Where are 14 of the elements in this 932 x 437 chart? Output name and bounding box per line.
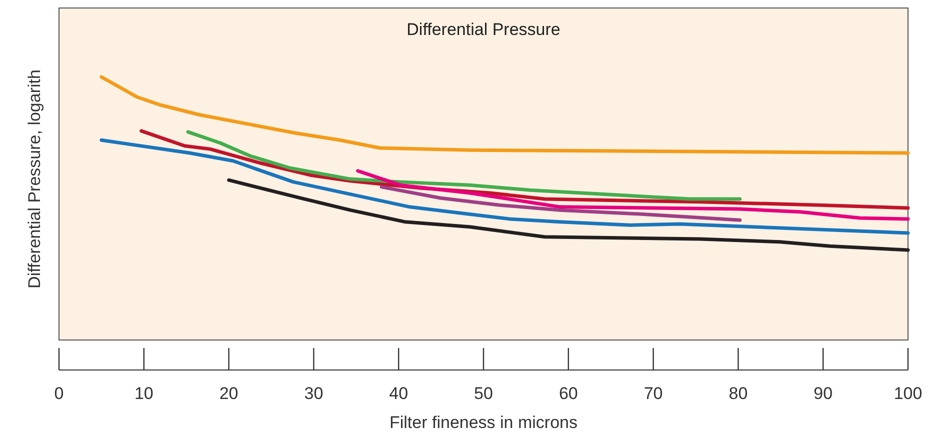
- chart-title: Differential Pressure: [406, 20, 560, 39]
- x-tick-label: 10: [134, 384, 154, 403]
- x-tick-label: 80: [728, 384, 748, 403]
- y-axis-title: Differential Pressure, logarith: [25, 70, 44, 288]
- x-tick-label: 70: [644, 384, 663, 403]
- x-tick-label: 0: [54, 384, 64, 403]
- x-tick-label: 60: [558, 384, 578, 403]
- x-tick-label: 20: [219, 384, 238, 403]
- x-tick-label: 30: [304, 384, 324, 403]
- x-tick-label: 90: [814, 384, 833, 403]
- x-tick-label: 100: [894, 384, 922, 403]
- x-axis-title: Filter fineness in microns: [389, 413, 578, 432]
- x-tick-label: 50: [474, 384, 493, 403]
- x-tick-label: 40: [389, 384, 408, 403]
